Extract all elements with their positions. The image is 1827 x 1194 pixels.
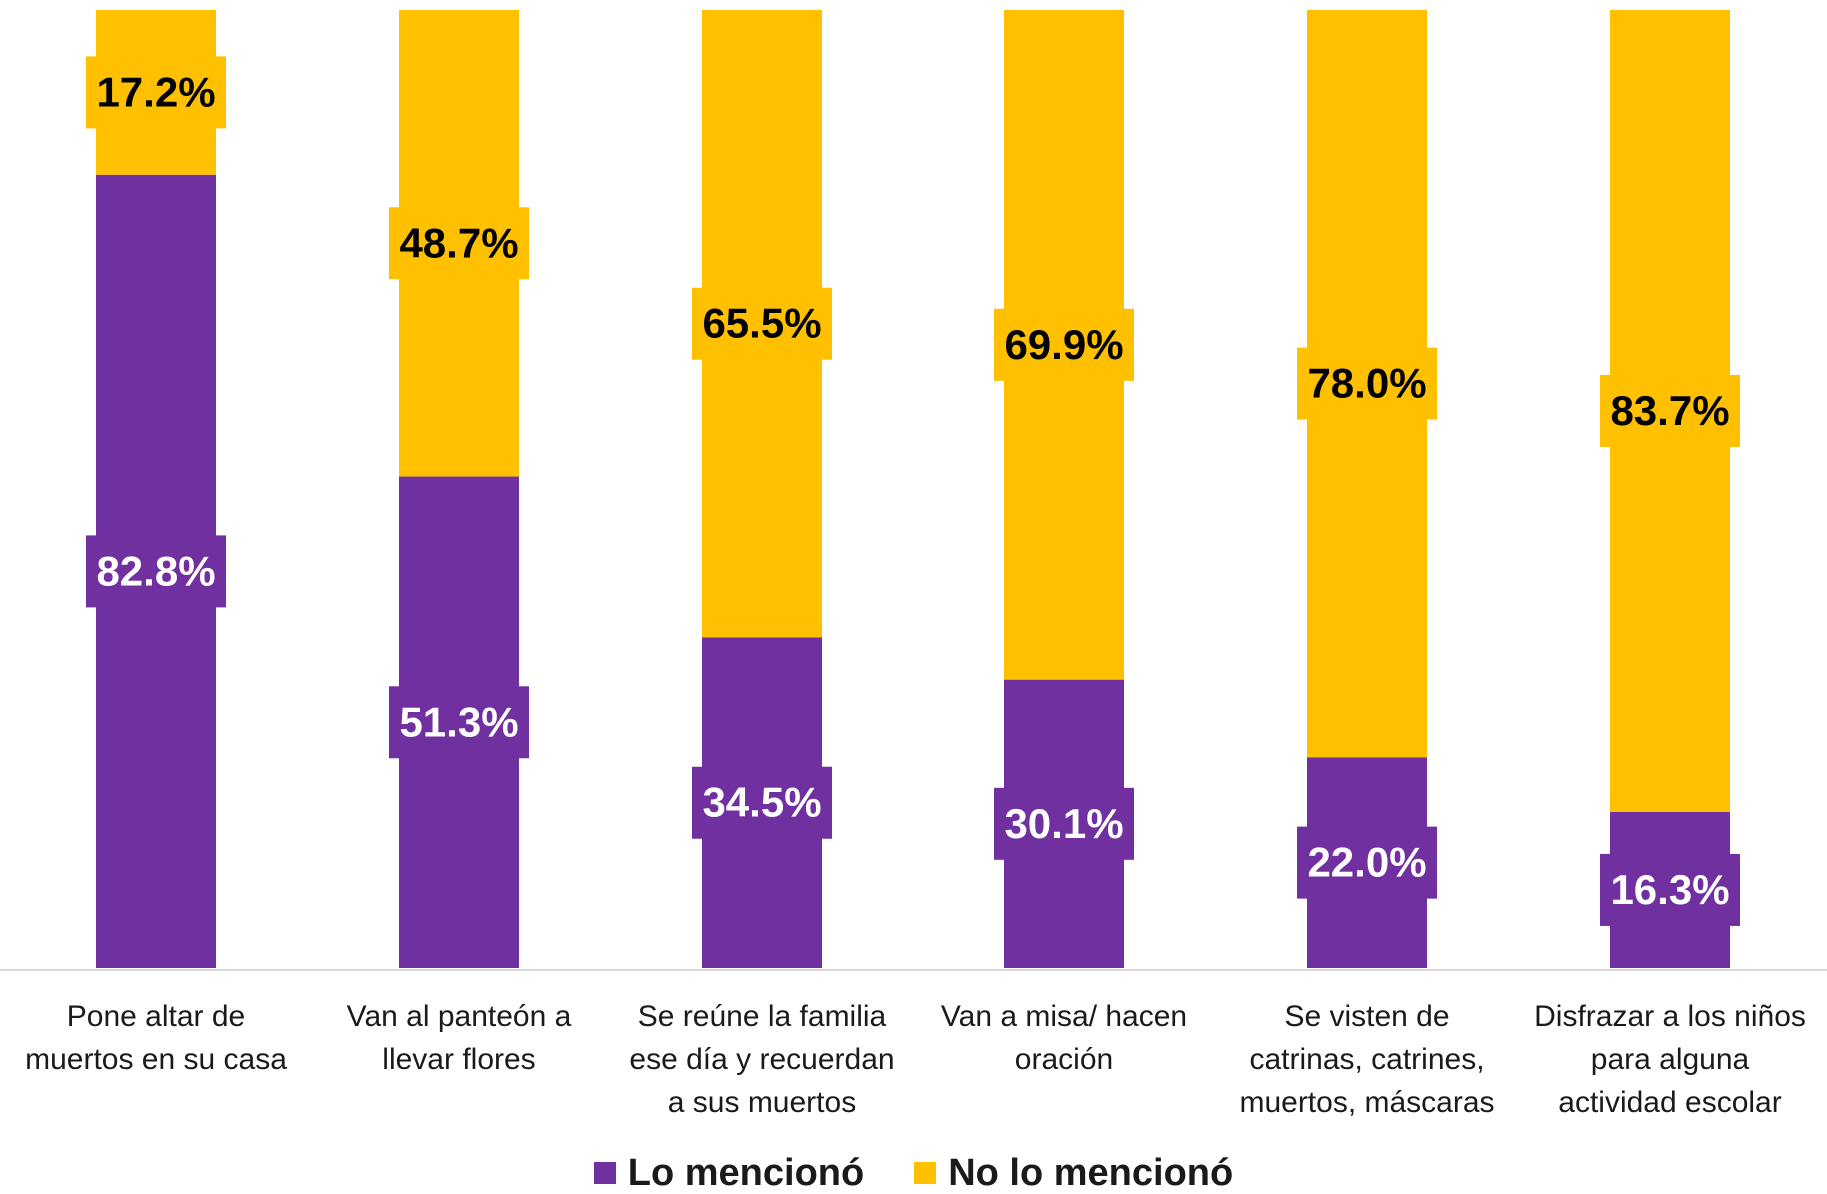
category-label-line: ese día y recuerdan [629, 1043, 895, 1076]
legend-label-not-mentioned: No lo mencionó [948, 1152, 1234, 1194]
category-label: Van a misa/ hacen oración [914, 995, 1214, 1081]
data-label: 17.2% [96, 68, 215, 115]
category-label: Se visten de catrinas, catrines, muertos, … [1217, 995, 1517, 1124]
category-label-line: muertos, máscaras [1239, 1086, 1495, 1119]
legend-swatch-not-mentioned [914, 1162, 937, 1184]
legend-swatch-mentioned [593, 1162, 616, 1184]
category-label-line: Pone altar de [66, 1000, 246, 1033]
category-label-line: Se visten de [1284, 1000, 1450, 1033]
category-label: Van al panteón a llevar flores [309, 995, 609, 1081]
category-label-line: Disfrazar a los niños [1534, 1000, 1806, 1033]
category-label-line: para alguna [1590, 1043, 1750, 1076]
category-label-line: actividad escolar [1558, 1086, 1782, 1119]
data-label: 82.8% [96, 547, 215, 594]
category-label-line: Van a misa/ hacen [940, 1000, 1188, 1033]
category-label-line: oración [1014, 1043, 1114, 1076]
data-label: 22.0% [1307, 839, 1426, 886]
data-label: 69.9% [1004, 321, 1123, 368]
data-label-box [1600, 374, 1740, 447]
data-label-box [692, 766, 832, 839]
data-label-box [994, 787, 1134, 860]
legend: Lo mencionó No lo mencionó [0, 1152, 1827, 1194]
data-label: 65.5% [702, 300, 821, 347]
data-label-box [389, 686, 529, 759]
data-label: 51.3% [399, 698, 518, 745]
legend-item-not-mentioned: No lo mencionó [914, 1152, 1233, 1194]
data-label-box [1297, 347, 1437, 420]
data-label: 83.7% [1610, 387, 1729, 434]
data-label-box [994, 308, 1134, 381]
data-label: 34.5% [702, 779, 821, 826]
data-label-box [692, 287, 832, 360]
data-label-box [389, 207, 529, 280]
category-label-line: llevar flores [382, 1043, 536, 1076]
legend-label-mentioned: Lo mencionó [627, 1152, 865, 1194]
data-label: 48.7% [399, 219, 518, 266]
data-label: 30.1% [1004, 800, 1123, 847]
category-label: Disfrazar a los niños para alguna activida… [1520, 995, 1820, 1124]
category-label-line: catrinas, catrines, [1249, 1043, 1485, 1076]
data-label-box [86, 56, 226, 129]
category-label-line: muertos en su casa [25, 1043, 287, 1076]
category-label: Se reúne la familia ese día y recuerdan a … [612, 995, 912, 1124]
data-label: 16.3% [1610, 866, 1729, 913]
category-label-line: a sus muertos [667, 1086, 857, 1119]
category-label-line: Se reúne la familia [637, 1000, 887, 1033]
category-label-line: Van al panteón a [346, 1000, 572, 1033]
legend-item-mentioned: Lo mencionó [593, 1152, 865, 1194]
category-label: Pone altar de muertos en su casa [6, 995, 306, 1081]
data-label-box [1600, 853, 1740, 926]
data-label: 78.0% [1307, 360, 1426, 407]
data-label-box [1297, 826, 1437, 899]
data-label-box [86, 535, 226, 608]
